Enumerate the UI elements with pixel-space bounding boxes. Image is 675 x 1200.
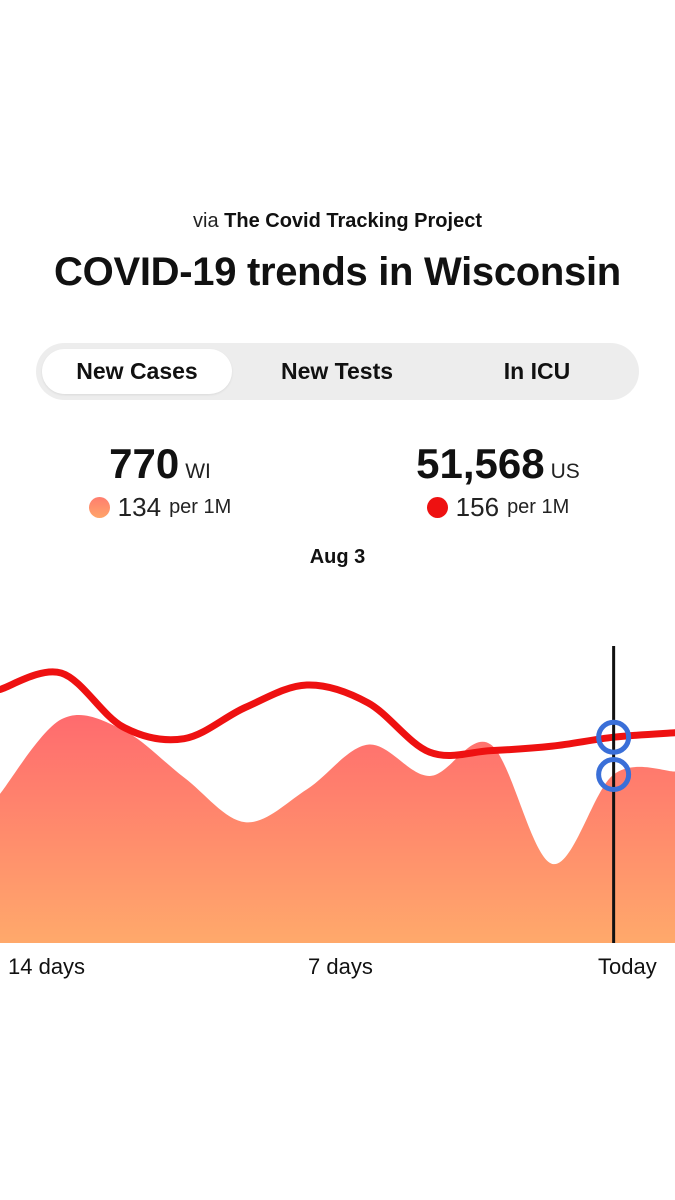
us-legend-dot-icon [426, 497, 448, 518]
stat-us: 51,568 US 156 per 1M [348, 440, 648, 523]
us-per-million-unit: per 1M [507, 496, 570, 518]
x-tick-label: 7 days [308, 954, 373, 979]
us-selected-marker [596, 719, 632, 755]
trend-chart[interactable] [0, 600, 675, 945]
us-region-label: US [550, 460, 580, 483]
data-source: via The Covid Tracking Project [0, 210, 675, 233]
tab-new-cases[interactable]: New Cases [42, 349, 232, 394]
wi-per-million-unit: per 1M [169, 496, 232, 518]
wi-value: 770 [109, 440, 180, 487]
wi-per-million: 134 [117, 492, 162, 522]
x-tick-label: Today [598, 954, 657, 979]
page-title: COVID-19 trends in Wisconsin [54, 250, 621, 294]
source-name[interactable]: The Covid Tracking Project [224, 210, 482, 232]
us-value: 51,568 [416, 440, 545, 487]
wi-selected-marker [596, 756, 632, 792]
source-prefix: via [193, 210, 219, 232]
us-cases-line [0, 668, 675, 759]
metric-tab-bar: New Cases New Tests In ICU [36, 343, 639, 400]
tab-in-icu[interactable]: In ICU [503, 358, 571, 384]
us-per-million: 156 [455, 492, 500, 522]
wi-legend-dot-icon [88, 497, 110, 518]
stat-wi: 770 WI 134 per 1M [10, 440, 310, 523]
tab-new-tests[interactable]: New Tests [280, 358, 394, 384]
wi-region-label: WI [185, 460, 211, 483]
x-tick-label: 14 days [8, 954, 86, 979]
selected-date: Aug 3 [309, 546, 366, 568]
wi-cases-area [0, 715, 675, 943]
